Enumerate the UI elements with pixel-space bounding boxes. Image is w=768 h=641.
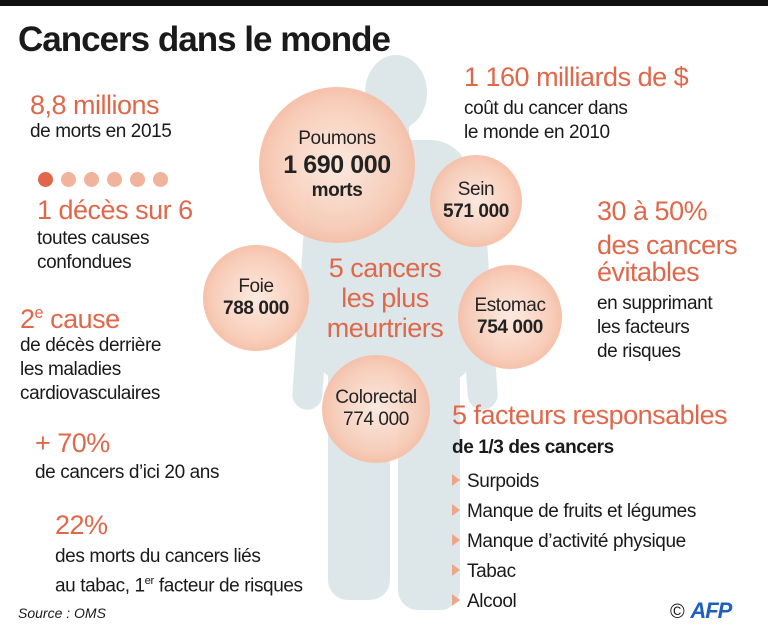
cost-label-2: le monde en 2010 xyxy=(464,122,610,143)
cancer-name: Foie xyxy=(238,276,274,297)
growth-value: + 70% xyxy=(35,428,110,458)
source-note: Source : OMS xyxy=(18,605,106,621)
deaths-label: de morts en 2015 xyxy=(30,121,172,142)
tobacco-label-2: au tabac, 1er facteur de risques xyxy=(55,575,303,597)
ratio-label-2: confondues xyxy=(37,252,132,273)
cancer-name: Sein xyxy=(457,179,495,200)
deadliest-heading-3: meurtriers xyxy=(326,313,444,343)
factor-item: Manque d’activité physique xyxy=(452,531,686,553)
rank-label-2: les maladies xyxy=(20,359,121,380)
copyright-symbol: © xyxy=(670,601,685,623)
triangle-bullet-icon xyxy=(452,504,460,516)
tobacco-label-1: des morts du cancers liés xyxy=(55,546,261,567)
rank-value: 2e cause xyxy=(20,304,120,334)
ratio-dot xyxy=(107,172,122,187)
avoidable-line-3: évitables xyxy=(597,257,700,287)
afp-logo: AFP xyxy=(690,598,732,623)
triangle-bullet-icon xyxy=(452,474,460,486)
factor-item: Tabac xyxy=(452,561,516,583)
cancer-name: Colorectal xyxy=(335,387,417,408)
cancer-value: 1 690 000 xyxy=(283,151,391,179)
page-title: Cancers dans le monde xyxy=(18,20,391,59)
factor-item: Manque de fruits et légumes xyxy=(452,501,696,523)
growth-label: de cancers d’ici 20 ans xyxy=(35,462,220,483)
cancer-value: 571 000 xyxy=(443,201,509,222)
top-bar xyxy=(0,0,768,6)
triangle-bullet-icon xyxy=(452,564,460,576)
cancer-value: 774 000 xyxy=(343,409,409,430)
cancer-value: 788 000 xyxy=(223,298,289,319)
bubble-sein: Sein 571 000 xyxy=(430,155,522,247)
factor-item: Alcool xyxy=(452,591,517,613)
ratio-value: 1 décès sur 6 xyxy=(37,195,193,225)
avoidable-line-2: des cancers xyxy=(597,230,738,260)
rank-label-3: cardiovasculaires xyxy=(20,383,160,404)
cancer-name: Poumons xyxy=(298,128,376,149)
afp-credit: © AFP xyxy=(670,598,732,624)
avoidable-label-1: en supprimant xyxy=(597,293,713,314)
triangle-bullet-icon xyxy=(452,594,460,606)
cancer-value: 754 000 xyxy=(477,317,543,338)
ratio-dot xyxy=(61,172,76,187)
rank-label-1: de décès derrière xyxy=(20,335,162,356)
factors-heading: 5 facteurs responsables xyxy=(452,400,728,430)
cost-label-1: coût du cancer dans xyxy=(464,98,628,119)
deadliest-heading-1: 5 cancers xyxy=(328,253,442,283)
factors-subheading: de 1/3 des cancers xyxy=(452,437,614,458)
ratio-dot-highlighted xyxy=(38,172,53,187)
bubble-foie: Foie 788 000 xyxy=(203,245,309,351)
avoidable-value: 30 à 50% xyxy=(597,196,708,226)
bubble-poumons: Poumons 1 690 000 morts xyxy=(259,87,415,243)
ratio-dot xyxy=(130,172,145,187)
bubble-colorectal: Colorectal 774 000 xyxy=(322,355,430,463)
cost-value: 1 160 milliards de $ xyxy=(464,62,689,92)
triangle-bullet-icon xyxy=(452,534,460,546)
deaths-value: 8,8 millions xyxy=(30,90,160,120)
ratio-dot xyxy=(153,172,168,187)
bubble-estomac: Estomac 754 000 xyxy=(458,265,562,369)
tobacco-value: 22% xyxy=(55,510,108,540)
deadliest-heading-2: les plus xyxy=(341,283,429,313)
avoidable-label-3: de risques xyxy=(597,341,681,362)
cancer-name: Estomac xyxy=(474,295,546,316)
cancer-unit: morts xyxy=(311,180,363,201)
deadliest-heading: 5 cancers les plus meurtriers xyxy=(310,253,460,343)
factor-item: Surpoids xyxy=(452,471,539,493)
ratio-label-1: toutes causes xyxy=(37,228,150,249)
ratio-dot xyxy=(84,172,99,187)
avoidable-label-2: les facteurs xyxy=(597,317,690,338)
